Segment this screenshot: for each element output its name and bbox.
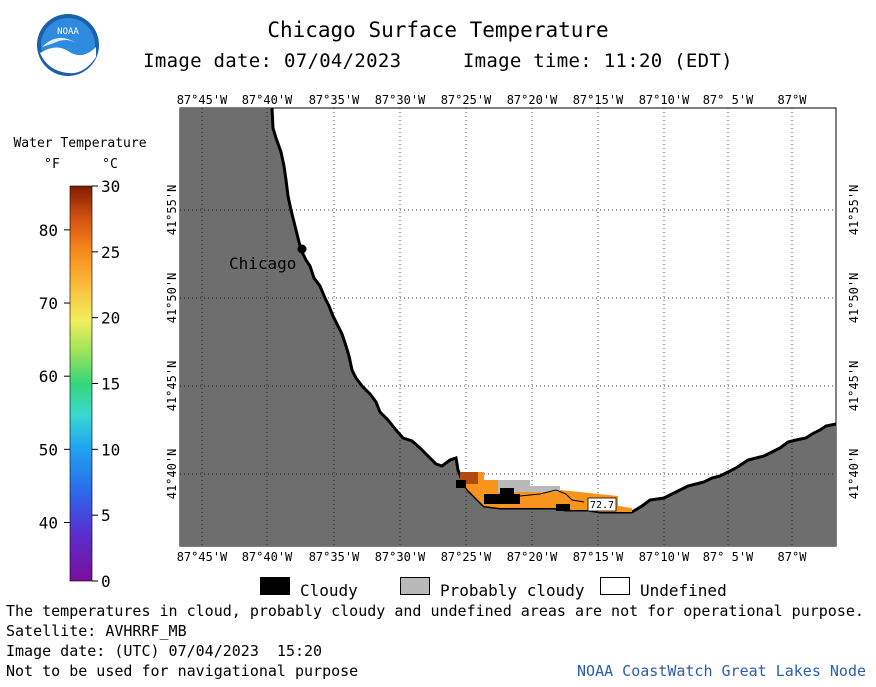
f-tick-label: 50: [39, 440, 58, 459]
bottom-lon-label: 87°15'W: [573, 550, 624, 564]
c-tick-label: 25: [101, 243, 120, 262]
right-lat-label: 41°50'N: [847, 273, 861, 324]
page-title: Chicago Surface Temperature: [267, 18, 609, 42]
cloudy-area-1: [484, 494, 520, 504]
left-lat-label: 41°50'N: [165, 273, 179, 324]
top-lon-label: 87°25'W: [441, 93, 492, 107]
f-tick-label: 60: [39, 367, 58, 386]
chicago-marker: [297, 244, 307, 254]
top-lon-label: 87°30'W: [375, 93, 426, 107]
nearshore-data: 72.7: [456, 472, 632, 512]
bottom-lon-label: 87°20'W: [507, 550, 558, 564]
image-date-time: Image date: 07/04/2023 Image time: 11:20…: [0, 50, 876, 72]
bottom-lon-label: 87° 5'W: [703, 550, 754, 564]
c-tick-label: 10: [101, 440, 120, 459]
left-lat-label: 41°45'N: [165, 361, 179, 412]
top-lon-label: 87°35'W: [309, 93, 360, 107]
image-time: Image time: 11:20 (EDT): [462, 50, 733, 72]
right-lat-label: 41°45'N: [847, 361, 861, 412]
cloudy-area-3: [456, 480, 466, 488]
bottom-lon-label: 87°25'W: [441, 550, 492, 564]
top-lon-label: 87°10'W: [639, 93, 690, 107]
noaa-logo: NOAA: [37, 14, 99, 76]
bottom-lon-label: 87°30'W: [375, 550, 426, 564]
image-date: Image date: 07/04/2023: [143, 50, 402, 72]
legend-swatch-probably-cloudy: [400, 577, 430, 595]
bottom-lon-label: 87°W: [778, 550, 808, 564]
scale-unit-f: °F: [44, 157, 60, 172]
top-lon-label: 87°40'W: [242, 93, 293, 107]
scale-title: Water Temperature: [13, 136, 146, 151]
top-lon-label: 87°15'W: [573, 93, 624, 107]
scale-unit-c: °C: [102, 157, 118, 172]
cloudy-area-4: [556, 504, 570, 511]
bottom-lon-label: 87°10'W: [639, 550, 690, 564]
legend-swatch-cloudy: [260, 577, 290, 595]
nav-warning-text: Not to be used for navigational purpose: [6, 662, 359, 680]
logo-text: NOAA: [57, 27, 79, 37]
disclaimer-text: The temperatures in cloud, probably clou…: [6, 602, 864, 620]
f-tick-label: 40: [39, 513, 58, 532]
left-lat-label: 41°55'N: [165, 185, 179, 236]
c-tick-label: 5: [101, 506, 111, 525]
top-lon-label: 87°20'W: [507, 93, 558, 107]
top-lon-label: 87° 5'W: [703, 93, 754, 107]
satellite-text: Satellite: AVHRRF_MB: [6, 622, 187, 640]
c-tick-label: 0: [101, 572, 111, 591]
credit-text: NOAA CoastWatch Great Lakes Node: [577, 662, 866, 680]
city-label: Chicago: [229, 254, 296, 273]
top-lon-label: 87°45'W: [177, 93, 228, 107]
c-tick-label: 30: [101, 177, 120, 196]
bottom-lon-label: 87°40'W: [242, 550, 293, 564]
f-tick-label: 70: [39, 294, 58, 313]
f-tick-label: 80: [39, 221, 58, 240]
c-tick-label: 15: [101, 375, 120, 394]
coastline: [270, 107, 837, 514]
right-lat-label: 41°55'N: [847, 185, 861, 236]
bottom-lon-label: 87°35'W: [309, 550, 360, 564]
left-lat-label: 41°40'N: [165, 449, 179, 500]
top-lon-label: 87°W: [778, 93, 808, 107]
cloudy-area-2: [500, 488, 514, 496]
bottom-lon-label: 87°45'W: [177, 550, 228, 564]
c-tick-label: 20: [101, 309, 120, 328]
legend-label-probably-cloudy: Probably cloudy: [440, 581, 585, 600]
utc-date-text: Image date: (UTC) 07/04/2023 15:20: [6, 642, 323, 660]
legend-label-cloudy: Cloudy: [300, 581, 358, 600]
land-area: [180, 108, 836, 546]
point-label: 72.7: [590, 500, 614, 511]
isotherm-line: [519, 489, 585, 503]
legend-swatch-undefined: [600, 577, 630, 595]
point-label-box: [587, 497, 617, 512]
right-lat-label: 41°40'N: [847, 449, 861, 500]
legend-label-undefined: Undefined: [640, 581, 727, 600]
